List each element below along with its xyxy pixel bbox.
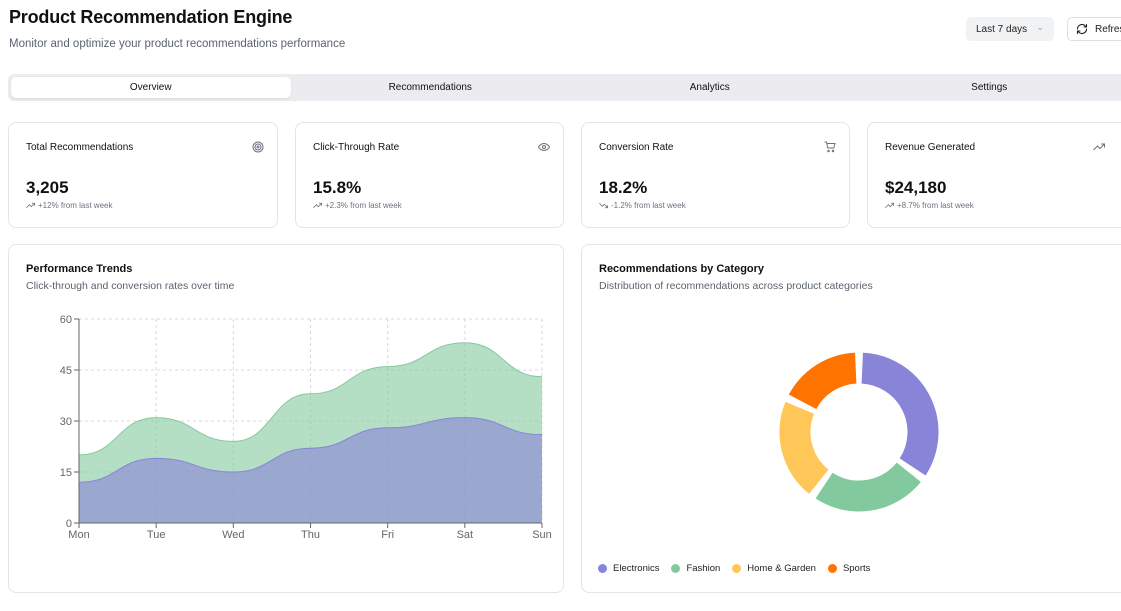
x-tick-label: Sat — [457, 529, 474, 541]
page-title: Product Recommendation Engine — [9, 7, 293, 27]
tab-bar: Overview Recommendations Analytics Setti… — [8, 74, 1121, 101]
trending-up-icon — [313, 202, 322, 209]
tab-overview[interactable]: Overview — [11, 77, 291, 98]
stat-value: 18.2% — [599, 178, 648, 197]
legend-dot — [827, 564, 837, 573]
trending-up-icon — [1093, 143, 1105, 151]
stat-value: $24,180 — [885, 178, 947, 197]
tab-analytics[interactable]: Analytics — [689, 82, 730, 93]
category-legend: Electronics Fashion Home & Garden Sports — [598, 563, 882, 574]
category-donut-chart — [778, 351, 940, 513]
panel-subtitle: Click-through and conversion rates over … — [26, 280, 235, 292]
stat-title: Click-Through Rate — [313, 142, 400, 153]
donut-slice — [860, 351, 940, 477]
stat-card-conversion-rate: Conversion Rate 18.2% -1.2% from last we… — [581, 122, 850, 228]
page-subtitle: Monitor and optimize your product recomm… — [9, 38, 346, 50]
stat-change-text: +12% from last week — [38, 201, 113, 210]
panel-subtitle: Distribution of recommendations across p… — [599, 280, 873, 292]
donut-slice — [814, 461, 923, 513]
page-header: Product Recommendation Engine Monitor an… — [9, 7, 345, 50]
chevron-down-icon: ⌄ — [1036, 22, 1044, 32]
stat-change-text: +8.7% from last week — [897, 201, 974, 210]
stat-change: -1.2% from last week — [599, 201, 686, 210]
stat-change-text: +2.3% from last week — [325, 201, 402, 210]
trending-down-icon — [599, 202, 608, 209]
trending-up-icon — [26, 202, 35, 209]
legend-label: Electronics — [613, 563, 660, 574]
x-tick-label: Sun — [532, 529, 552, 541]
stat-change: +8.7% from last week — [885, 201, 974, 210]
performance-trends-card: Performance Trends Click-through and con… — [8, 244, 564, 593]
y-tick-label: 15 — [60, 467, 72, 479]
category-card: Recommendations by Category Distribution… — [581, 244, 1121, 593]
refresh-icon — [1076, 23, 1088, 35]
donut-slice — [778, 400, 830, 496]
stat-value: 15.8% — [313, 178, 362, 197]
legend-dot — [732, 564, 742, 573]
legend-label: Fashion — [686, 563, 721, 574]
stat-change-text: -1.2% from last week — [611, 201, 686, 210]
legend-dot — [598, 564, 607, 573]
tab-recommendations[interactable]: Recommendations — [388, 82, 472, 93]
series-line — [78, 417, 543, 483]
panel-title: Recommendations by Category — [599, 263, 765, 275]
date-range-value: Last 7 days — [976, 23, 1028, 35]
x-tick-label: Wed — [222, 529, 244, 541]
stat-title: Total Recommendations — [26, 142, 134, 153]
stat-value: 3,205 — [26, 178, 69, 197]
legend-item-electronics[interactable]: Electronics — [598, 563, 659, 574]
y-tick-label: 0 — [66, 518, 72, 530]
refresh-label: Refresh — [1095, 23, 1121, 35]
stat-card-revenue-generated: Revenue Generated $24,180 +8.7% from las… — [867, 122, 1121, 228]
target-icon — [252, 141, 264, 153]
x-tick-label: Tue — [147, 529, 166, 541]
legend-item-fashion[interactable]: Fashion — [671, 563, 720, 574]
legend-item-home-garden[interactable]: Home & Garden — [732, 563, 816, 574]
legend-item-sports[interactable]: Sports — [827, 563, 871, 574]
panel-title: Performance Trends — [26, 263, 133, 275]
stat-card-total-recommendations: Total Recommendations 3,205 +12% from la… — [8, 122, 278, 228]
legend-label: Sports — [842, 563, 871, 574]
legend-dot — [671, 564, 681, 573]
stat-title: Conversion Rate — [599, 142, 674, 153]
date-range-select[interactable]: Last 7 days ⌄ — [966, 17, 1054, 41]
cart-icon — [824, 141, 836, 153]
tab-settings[interactable]: Settings — [971, 82, 1008, 93]
stat-change: +12% from last week — [26, 201, 112, 210]
y-tick-label: 30 — [60, 416, 72, 428]
stat-card-click-through-rate: Click-Through Rate 15.8% +2.3% from last… — [295, 122, 564, 228]
stat-title: Revenue Generated — [885, 142, 976, 153]
x-tick-label: Mon — [68, 529, 89, 541]
series-area — [79, 417, 542, 523]
trending-up-icon — [885, 202, 894, 209]
y-tick-label: 60 — [60, 314, 72, 326]
x-tick-label: Thu — [301, 529, 320, 541]
refresh-button[interactable]: Refresh — [1067, 17, 1121, 41]
performance-area-chart: 0 15 30 45 60 Mon Tue Wed Thu Fri Sat Sun — [60, 314, 552, 541]
eye-icon — [538, 142, 550, 152]
y-tick-label: 45 — [60, 365, 72, 377]
stat-change: +2.3% from last week — [313, 201, 402, 210]
x-tick-label: Fri — [381, 529, 394, 541]
donut-slice — [787, 351, 858, 411]
series-line — [78, 342, 543, 456]
legend-label: Home & Garden — [747, 563, 816, 574]
